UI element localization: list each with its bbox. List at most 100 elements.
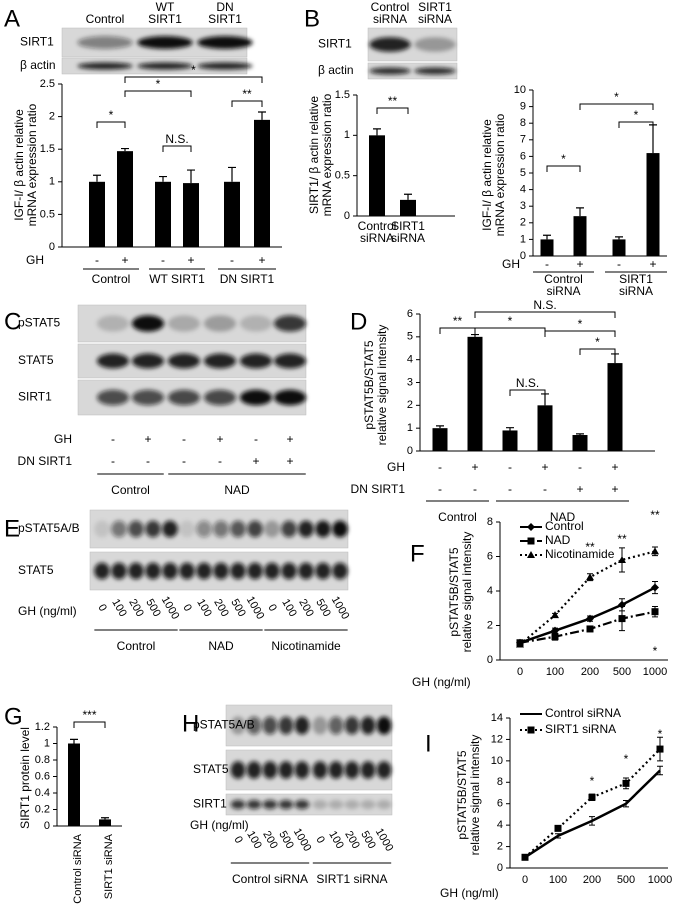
- lane-label: 1000: [291, 826, 314, 853]
- marker: [586, 573, 594, 581]
- error-bar: [93, 174, 101, 182]
- blot-band: [332, 520, 348, 538]
- blot-band: [376, 799, 392, 810]
- blot-band: [77, 62, 133, 70]
- panel-letter: E: [4, 515, 20, 542]
- significance-label: *: [508, 314, 513, 328]
- y-tick-label: 8: [487, 516, 493, 528]
- lane-label: 1000: [159, 594, 182, 621]
- marker: [618, 615, 626, 623]
- blot-band: [298, 520, 314, 538]
- blot-row-label: β actin: [20, 58, 56, 72]
- significance-label: *: [578, 317, 583, 331]
- bar: [646, 153, 660, 256]
- significance-label: *: [590, 774, 595, 788]
- significance-label: *: [614, 90, 619, 104]
- error-bar: [436, 425, 444, 429]
- error-bar: [159, 175, 167, 182]
- y-tick-label: 9: [520, 101, 526, 113]
- marker: [554, 824, 562, 832]
- significance-bracket: [579, 103, 654, 110]
- y-tick-label: 14: [491, 712, 503, 724]
- bar: [155, 181, 171, 247]
- blot-band: [278, 799, 294, 810]
- blot-band: [264, 562, 280, 580]
- y-tick-label: 2: [49, 111, 55, 123]
- condition-sign: +: [471, 460, 478, 474]
- blot-band: [203, 389, 237, 406]
- blot-band: [273, 389, 307, 406]
- condition-name: GH: [502, 257, 520, 271]
- bar: [183, 183, 199, 247]
- y-tick-label: 1: [407, 422, 413, 434]
- blot-column-label: SIRT1: [148, 12, 182, 26]
- blot-row-label: SIRT1: [193, 797, 227, 811]
- significance-label: N.S.: [165, 132, 188, 146]
- blot-band: [197, 62, 253, 70]
- blot-band: [278, 761, 294, 779]
- lane-label: 200: [211, 597, 231, 619]
- blot-column-label: SIRT1: [208, 12, 242, 26]
- blot-band: [298, 562, 314, 580]
- blot-band: [137, 62, 193, 70]
- blot-row-label: SIRT1: [318, 37, 352, 51]
- blot-band: [145, 562, 161, 580]
- marker: [651, 608, 659, 616]
- y-tick-label: 10: [514, 84, 526, 96]
- blot-band: [294, 716, 310, 735]
- condition-sign: -: [182, 454, 186, 468]
- significance-label: ***: [82, 708, 96, 722]
- x-tick-label: 200: [581, 666, 599, 678]
- condition-sign: +: [576, 482, 583, 496]
- significance-label: **: [388, 94, 398, 108]
- error-bar: [576, 433, 584, 436]
- blot-band: [376, 716, 392, 735]
- lane-label: 0: [265, 602, 278, 613]
- error-bar: [101, 817, 109, 820]
- group-label: DN SIRT1: [220, 272, 275, 286]
- x-axis-label: GH (ng/ml): [412, 675, 471, 689]
- lane-label: 100: [244, 829, 264, 851]
- panel-letter: F: [410, 540, 425, 567]
- y-axis-label: SIRT1/ β actin relative: [307, 96, 321, 214]
- blot-band: [262, 761, 278, 779]
- group-label: Control: [438, 510, 477, 524]
- y-tick-label: 5: [407, 331, 413, 343]
- bar: [572, 435, 588, 451]
- condition-sign: +: [611, 460, 618, 474]
- y-axis-label: mRNA expression ratio: [25, 103, 39, 226]
- lane-label: 1000: [373, 826, 396, 853]
- significance-label: *: [595, 335, 600, 349]
- condition-sign: -: [617, 257, 621, 271]
- condition-sign: +: [121, 253, 128, 267]
- blot-band: [273, 315, 307, 332]
- error-bar: [506, 427, 514, 431]
- blot-column-label: Control: [86, 12, 125, 26]
- y-tick-label: 0: [344, 210, 350, 222]
- marker: [656, 745, 664, 753]
- y-tick-label: 7: [520, 134, 526, 146]
- blot-band: [111, 520, 127, 538]
- condition-sign: -: [545, 257, 549, 271]
- blot-column-label: SIRT1: [418, 0, 452, 14]
- lane-label: 0: [95, 602, 108, 613]
- blot-band: [278, 716, 294, 735]
- x-tick-label: SIRT1: [391, 219, 425, 233]
- condition-sign: -: [473, 482, 477, 496]
- y-tick-label: 3: [520, 200, 526, 212]
- lane-label: 1000: [244, 594, 267, 621]
- series-line: [519, 550, 656, 646]
- significance-bracket: [73, 721, 106, 728]
- significance-bracket: [124, 90, 192, 97]
- blot-band: [281, 562, 297, 580]
- group-label: Control: [544, 272, 583, 286]
- significance-bracket: [474, 311, 616, 318]
- blot-band: [360, 761, 376, 779]
- series-line: [524, 748, 661, 859]
- x-tick-label: 500: [613, 666, 631, 678]
- group-label: NAD: [208, 639, 234, 653]
- condition-sign: +: [216, 432, 223, 446]
- significance-label: *: [156, 77, 161, 91]
- condition-sign: +: [258, 253, 265, 267]
- blot-band: [239, 389, 273, 406]
